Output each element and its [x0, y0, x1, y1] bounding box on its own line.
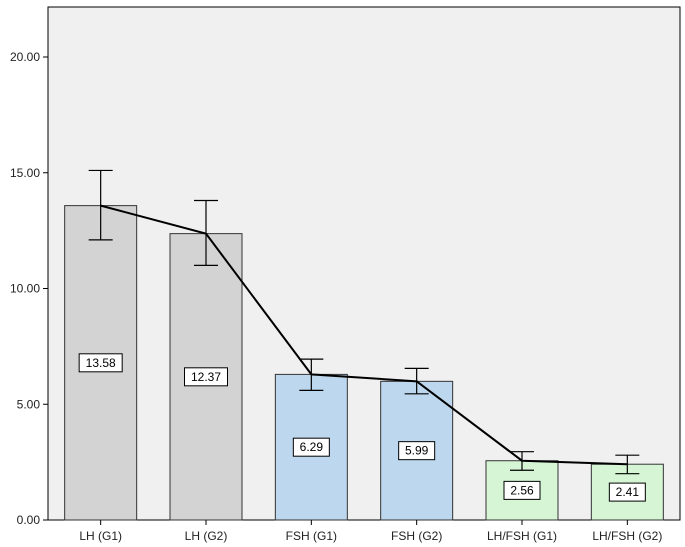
- y-tick-label: 5.00: [17, 397, 41, 411]
- x-axis-ticks: LH (G1) LH (G2) FSH (G1) FSH (G2) LH/FSH (G1…: [79, 520, 662, 543]
- data-label: 13.58: [86, 356, 116, 370]
- x-tick-label: LH (G1): [79, 529, 122, 543]
- data-labels: 13.58 12.37 6.29 5.99 2.56 2.41: [78, 353, 646, 502]
- x-tick-label: FSH (G2): [391, 529, 442, 543]
- y-tick-label: 0.00: [17, 513, 41, 527]
- y-axis-ticks: 0.00 5.00 10.00 15.00 20.00: [10, 50, 48, 527]
- trend-line: [100, 204, 628, 466]
- plot-area: [47, 6, 681, 521]
- data-label-box: [503, 480, 541, 500]
- data-label-box: [292, 437, 330, 457]
- data-label-box: [78, 353, 123, 373]
- data-label-box: [184, 367, 228, 387]
- y-tick-label: 20.00: [10, 50, 40, 64]
- trend-line-layer: [100, 204, 628, 466]
- x-tick-label: LH (G2): [185, 529, 228, 543]
- data-label-box: [398, 441, 436, 461]
- data-label: 2.56: [510, 483, 534, 497]
- x-tick-label: LH/FSH (G2): [592, 529, 662, 543]
- data-label: 12.37: [191, 370, 221, 384]
- y-tick-label: 10.00: [10, 282, 40, 296]
- x-tick-label: FSH (G1): [286, 529, 337, 543]
- data-label: 2.41: [616, 485, 640, 499]
- data-label-box: [608, 482, 646, 502]
- data-label: 5.99: [405, 444, 429, 458]
- x-tick-label: LH/FSH (G1): [487, 529, 557, 543]
- y-tick-label: 15.00: [10, 166, 40, 180]
- data-label: 6.29: [300, 440, 324, 454]
